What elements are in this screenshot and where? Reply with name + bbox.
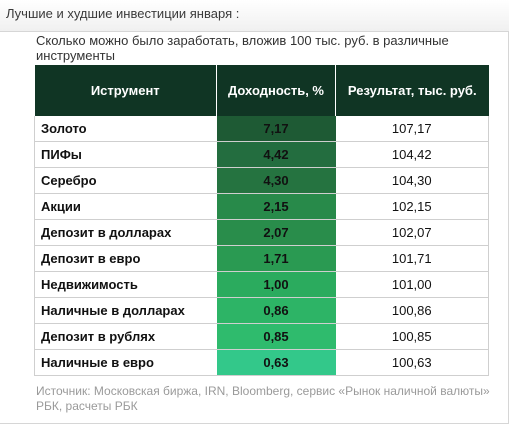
table-header-row: Иструмент Доходность, % Результат, тыс. … bbox=[34, 65, 489, 116]
yield-cell: 0,63 bbox=[216, 349, 336, 376]
table-row: Акции 2,15 102,15 bbox=[34, 193, 489, 220]
table-row: Наличные в евро 0,63 100,63 bbox=[34, 349, 489, 376]
table-row: Наличные в долларах 0,86 100,86 bbox=[34, 297, 489, 324]
table-row: ПИФы 4,42 104,42 bbox=[34, 141, 489, 168]
title-bar bbox=[0, 0, 509, 32]
result-cell: 104,42 bbox=[335, 141, 489, 168]
yield-cell: 7,17 bbox=[216, 116, 336, 142]
instrument-cell: Депозит в рублях bbox=[34, 323, 217, 350]
yield-cell: 1,00 bbox=[216, 271, 336, 298]
table-row: Серебро 4,30 104,30 bbox=[34, 167, 489, 194]
instrument-cell: Наличные в евро bbox=[34, 349, 217, 376]
result-cell: 100,63 bbox=[335, 349, 489, 376]
result-cell: 102,07 bbox=[335, 219, 489, 246]
instrument-cell: Серебро bbox=[34, 167, 217, 194]
yield-cell: 4,42 bbox=[216, 141, 336, 168]
yield-cell: 2,15 bbox=[216, 193, 336, 220]
column-header-result: Результат, тыс. руб. bbox=[335, 65, 489, 116]
column-header-instrument: Иструмент bbox=[34, 65, 217, 116]
instrument-cell: ПИФы bbox=[34, 141, 217, 168]
source-note: Источник: Московская биржа, IRN, Bloombe… bbox=[36, 384, 490, 413]
yield-cell: 0,85 bbox=[216, 323, 336, 350]
result-cell: 101,00 bbox=[335, 271, 489, 298]
table-row: Недвижимость 1,00 101,00 bbox=[34, 271, 489, 298]
result-cell: 101,71 bbox=[335, 245, 489, 272]
page-title: Лучшие и худшие инвестиции января : bbox=[6, 6, 240, 21]
instrument-cell: Недвижимость bbox=[34, 271, 217, 298]
instrument-cell: Наличные в долларах bbox=[34, 297, 217, 324]
table-row: Депозит в долларах 2,07 102,07 bbox=[34, 219, 489, 246]
column-header-yield: Доходность, % bbox=[216, 65, 336, 116]
yield-cell: 1,71 bbox=[216, 245, 336, 272]
result-cell: 100,86 bbox=[335, 297, 489, 324]
result-cell: 104,30 bbox=[335, 167, 489, 194]
instrument-cell: Золото bbox=[34, 116, 217, 142]
instrument-cell: Акции bbox=[34, 193, 217, 220]
result-cell: 102,15 bbox=[335, 193, 489, 220]
table-row: Депозит в евро 1,71 101,71 bbox=[34, 245, 489, 272]
instrument-cell: Депозит в долларах bbox=[34, 219, 217, 246]
yield-cell: 2,07 bbox=[216, 219, 336, 246]
subtitle: Сколько можно было заработать, вложив 10… bbox=[36, 33, 449, 63]
table-row: Депозит в рублях 0,85 100,85 bbox=[34, 323, 489, 350]
result-cell: 107,17 bbox=[335, 116, 489, 142]
investments-table: Иструмент Доходность, % Результат, тыс. … bbox=[34, 65, 489, 376]
yield-cell: 4,30 bbox=[216, 167, 336, 194]
result-cell: 100,85 bbox=[335, 323, 489, 350]
instrument-cell: Депозит в евро bbox=[34, 245, 217, 272]
table-row: Золото 7,17 107,17 bbox=[34, 116, 489, 142]
yield-cell: 0,86 bbox=[216, 297, 336, 324]
